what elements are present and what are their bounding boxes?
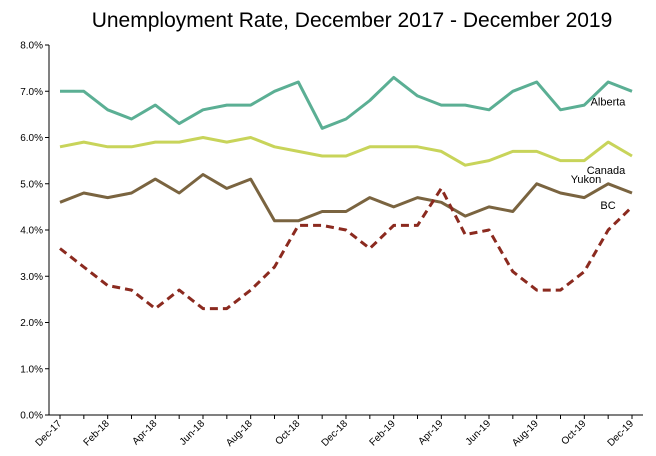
- y-tick-label: 6.0%: [20, 133, 43, 144]
- y-tick-label: 1.0%: [20, 364, 43, 375]
- y-tick-label: 7.0%: [20, 87, 43, 98]
- series-line-yukon: [59, 186, 634, 311]
- x-tick-label: Jun-19: [464, 418, 494, 448]
- chart-title: Unemployment Rate, December 2017 - Decem…: [92, 9, 613, 32]
- x-tick-label: Aug-19: [510, 418, 541, 449]
- series-label-yukon: Yukon: [571, 174, 602, 186]
- y-tick-label: 8.0%: [20, 41, 43, 52]
- x-tick-label: Apr-18: [130, 418, 159, 447]
- x-tick-label: Dec-19: [606, 418, 637, 449]
- x-tick-label: Feb-19: [368, 418, 398, 448]
- y-tick-label: 0.0%: [20, 411, 43, 422]
- y-tick-label: 4.0%: [20, 226, 43, 237]
- x-tick-label: Feb-18: [82, 418, 112, 448]
- y-tick-label: 5.0%: [20, 179, 43, 190]
- series-layer: Alberta Canada BC Yukon: [59, 75, 634, 311]
- x-tick-label: Dec-18: [320, 418, 351, 449]
- x-tick-label: Apr-19: [416, 418, 445, 447]
- series-line-alberta: [60, 75, 633, 130]
- series-label-alberta: Alberta: [591, 96, 627, 108]
- x-tick-label: Oct-19: [559, 418, 588, 447]
- y-tick-label: 3.0%: [20, 272, 43, 283]
- x-tick-label: Oct-18: [273, 418, 302, 447]
- series-label-bc: BC: [600, 200, 615, 212]
- x-tick-label: Aug-18: [224, 418, 255, 449]
- y-tick-label: 2.0%: [20, 318, 43, 329]
- series-line-bc: [59, 173, 633, 223]
- axes: 0.0% 1.0% 2.0% 3.0% 4.0% 5.0% 6.0% 7.0% 8.0% Dec-…: [20, 41, 643, 449]
- x-tick-label: Jun-18: [178, 418, 208, 448]
- x-tick-label: Dec-17: [34, 418, 65, 449]
- series-line-canada: [59, 136, 633, 167]
- series-label-canada: Canada: [587, 165, 626, 177]
